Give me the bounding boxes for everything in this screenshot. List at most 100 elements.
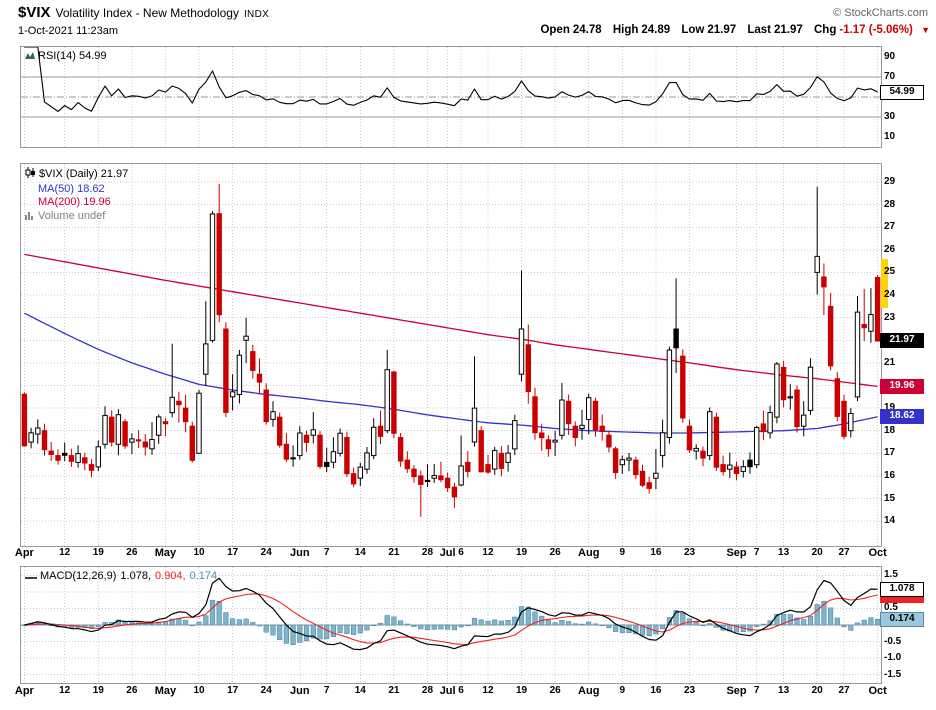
ma200-legend-row: MA(200) 19.96 <box>25 196 128 210</box>
x-axis-tick: 16 <box>650 685 662 696</box>
x-axis-tick: 14 <box>354 685 366 696</box>
x-axis-tick: 21 <box>388 685 400 696</box>
x-axis-tick: 19 <box>515 547 528 558</box>
price-legend-label: $VIX (Daily) 21.97 <box>39 168 129 180</box>
ma200-legend-label: MA(200) 19.96 <box>38 196 111 208</box>
x-axis-tick: 28 <box>421 685 434 696</box>
price-axis-tick: 23 <box>884 311 896 323</box>
x-axis-tick: 17 <box>227 685 239 696</box>
rsi-plot <box>21 47 881 147</box>
x-axis-tick: 14 <box>354 547 366 558</box>
rsi-axis-tick: 30 <box>884 111 896 122</box>
x-axis-tick: Apr <box>14 547 34 559</box>
price-axis-tick: 21 <box>884 356 896 368</box>
rsi-panel <box>20 46 882 148</box>
candlestick-icon <box>25 167 36 183</box>
x-axis-tick: 7 <box>753 685 760 696</box>
chart-header: $VIX Volatility Index - New Methodology IN… <box>18 4 269 22</box>
macd-axis-tick: 0.5 <box>884 602 898 614</box>
x-axis-tick: 19 <box>92 685 104 696</box>
x-axis-tick: May <box>154 547 177 559</box>
x-axis-tick: Oct <box>868 547 887 559</box>
low-label: Low <box>681 24 705 36</box>
chg-value: -1.17 (-5.06%) <box>839 24 913 36</box>
macd-histogram-value: 0.174 <box>189 570 218 582</box>
x-axis-tick: 7 <box>323 547 330 558</box>
high-value: 24.89 <box>641 24 671 36</box>
x-axis-tick: 7 <box>753 547 760 558</box>
x-axis-tick: 12 <box>59 685 71 696</box>
macd-panel <box>20 566 882 684</box>
x-axis-tick: 26 <box>549 547 561 558</box>
low-value: 21.97 <box>707 24 737 36</box>
macd-plot <box>21 567 881 683</box>
macd-legend: MACD(12,26,9) 1.078, 0.904, 0.174 <box>25 570 217 583</box>
ma50-legend-row: MA(50) 18.62 <box>25 183 128 197</box>
macd-line-box: 1.078 <box>880 581 924 597</box>
x-axis-tick: Sep <box>726 547 747 559</box>
ma200-value-box: 19.96 <box>880 378 924 394</box>
timestamp: 1-Oct-2021 11:23am <box>18 25 119 37</box>
price-last-box: 21.97 <box>880 333 924 349</box>
x-axis-tick: 12 <box>59 547 71 558</box>
macd-axis-tick: -0.5 <box>884 635 902 647</box>
price-axis-tick: 14 <box>884 515 896 527</box>
volume-legend-row: Volume undef <box>25 210 128 225</box>
x-axis-tick: Jul <box>439 685 456 697</box>
x-axis-tick: 6 <box>458 685 464 696</box>
x-axis-tick: 12 <box>482 547 494 558</box>
x-axis-tick: 12 <box>482 685 494 696</box>
price-axis-tick: 29 <box>884 176 896 188</box>
macd-histogram-box: 0.174 <box>880 611 924 627</box>
x-axis-tick: 26 <box>126 547 138 558</box>
x-axis-tick: Sep <box>726 685 747 697</box>
macd-axis-tick: -1.0 <box>884 652 902 664</box>
x-axis-tick: 13 <box>778 685 790 696</box>
ma50-legend-label: MA(50) 18.62 <box>38 182 105 195</box>
x-axis-tick: Jul <box>439 547 456 559</box>
price-axis-tick: 27 <box>884 221 896 233</box>
price-legend-row: $VIX (Daily) 21.97 <box>25 167 128 183</box>
x-axis-tick: 13 <box>778 547 790 558</box>
last-label: Last <box>747 24 772 36</box>
macd-axis-tick: 1.5 <box>884 569 898 581</box>
price-panel <box>20 163 882 547</box>
symbol-name: Volatility Index - New Methodology <box>55 6 239 20</box>
x-axis-tick: 9 <box>619 685 626 696</box>
high-label: High <box>612 24 639 36</box>
open-value: 24.78 <box>572 24 602 36</box>
x-axis-tick: May <box>154 685 177 697</box>
x-axis-tick: Oct <box>868 685 887 697</box>
rsi-indicator-icon <box>25 51 35 63</box>
last-value: 21.97 <box>774 24 803 36</box>
x-axis-tick: 20 <box>811 547 823 558</box>
rsi-legend: RSI(14) 54.99 <box>25 50 106 63</box>
rsi-axis-tick: 70 <box>884 71 896 82</box>
x-axis-tick: 27 <box>838 547 850 558</box>
rsi-value-box: 54.99 <box>880 84 924 100</box>
price-axis-tick: 24 <box>884 289 896 301</box>
x-axis-tick: 26 <box>549 685 561 696</box>
macd-legend-label: MACD(12,26,9) <box>40 570 117 582</box>
exchange-label: INDX <box>243 9 270 20</box>
x-axis-tick: 16 <box>650 547 662 558</box>
x-axis-tick: Aug <box>578 547 600 559</box>
x-axis-tick: 24 <box>260 547 272 558</box>
x-axis-tick: 20 <box>811 685 823 696</box>
x-axis-tick: 28 <box>421 547 434 558</box>
price-axis-tick: 18 <box>884 424 896 436</box>
symbol: $VIX <box>18 4 51 21</box>
price-axis-tick: 25 <box>884 266 896 278</box>
x-axis-tick: 9 <box>619 547 626 558</box>
x-axis-tick: 24 <box>260 685 272 696</box>
x-axis-tick: 10 <box>193 547 205 558</box>
volume-bars-icon <box>25 211 35 225</box>
macd-line-icon <box>25 571 37 583</box>
rsi-legend-label: RSI(14) 54.99 <box>38 50 107 62</box>
price-axis-tick: 28 <box>884 198 896 210</box>
price-axis-tick: 26 <box>884 243 896 255</box>
ma50-value-box: 18.62 <box>880 409 924 425</box>
price-axis-tick: 16 <box>884 469 896 481</box>
rsi-axis-tick: 90 <box>884 51 896 62</box>
